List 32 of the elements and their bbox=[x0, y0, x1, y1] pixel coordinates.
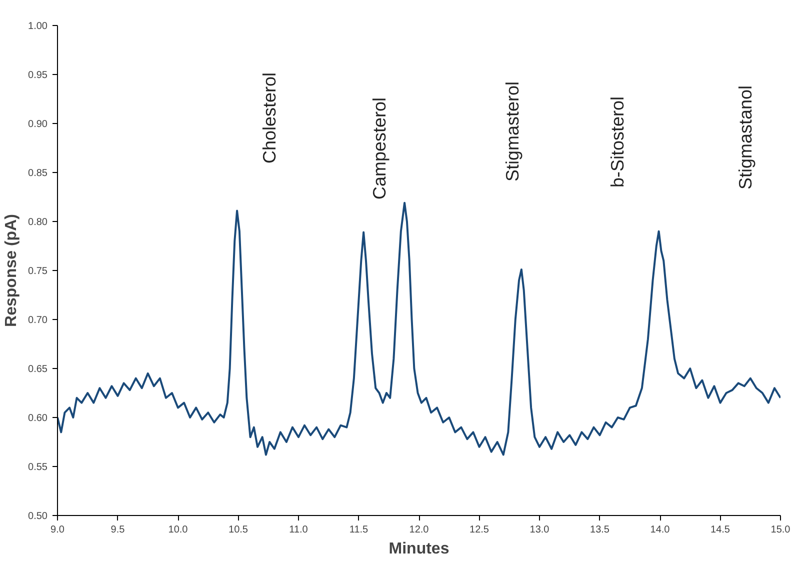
y-tick-label: 0.85 bbox=[28, 168, 48, 179]
line-series bbox=[58, 202, 780, 456]
annotation: Cholesterol bbox=[260, 72, 280, 164]
x-tick-label: 11.0 bbox=[289, 524, 308, 536]
x-tick-label: 12.0 bbox=[409, 524, 430, 536]
x-tick-label: 13.0 bbox=[530, 524, 550, 536]
annotation: Stigmasterol bbox=[502, 81, 522, 182]
y-tick-label: 0.55 bbox=[28, 462, 48, 473]
x-tick-label: 10.0 bbox=[168, 524, 188, 536]
x-tick-label: 12.5 bbox=[470, 524, 490, 536]
y-tick-label: 0.50 bbox=[28, 511, 48, 522]
y-axis-title: Response (pA) bbox=[3, 214, 20, 327]
y-tick-label: 0.90 bbox=[28, 119, 48, 130]
annotation: Stigmastanol bbox=[736, 85, 756, 190]
annotation: Campesterol bbox=[370, 97, 390, 200]
x-tick-label: 9.0 bbox=[50, 524, 65, 536]
y-tick-label: 0.65 bbox=[28, 364, 48, 375]
y-tick-label: 0.80 bbox=[28, 217, 48, 228]
x-tick-label: 11.5 bbox=[349, 524, 369, 536]
annotation: b-Sitosterol bbox=[608, 96, 628, 188]
y-tick-label: 1.00 bbox=[28, 21, 48, 32]
x-tick-label: 14.0 bbox=[650, 524, 670, 536]
x-tick-label: 10.5 bbox=[228, 524, 248, 536]
x-tick-label: 13.5 bbox=[590, 524, 610, 536]
y-tick-label: 0.60 bbox=[28, 413, 48, 424]
x-tick-label: 15.0 bbox=[770, 524, 791, 536]
x-axis-title: Minutes bbox=[388, 540, 450, 558]
y-tick-label: 0.70 bbox=[28, 315, 48, 326]
y-tick-label: 0.75 bbox=[28, 266, 48, 277]
y-tick-label: 0.95 bbox=[28, 70, 48, 81]
x-tick-label: 9.5 bbox=[110, 524, 126, 536]
x-tick-label: 14.5 bbox=[710, 524, 730, 536]
